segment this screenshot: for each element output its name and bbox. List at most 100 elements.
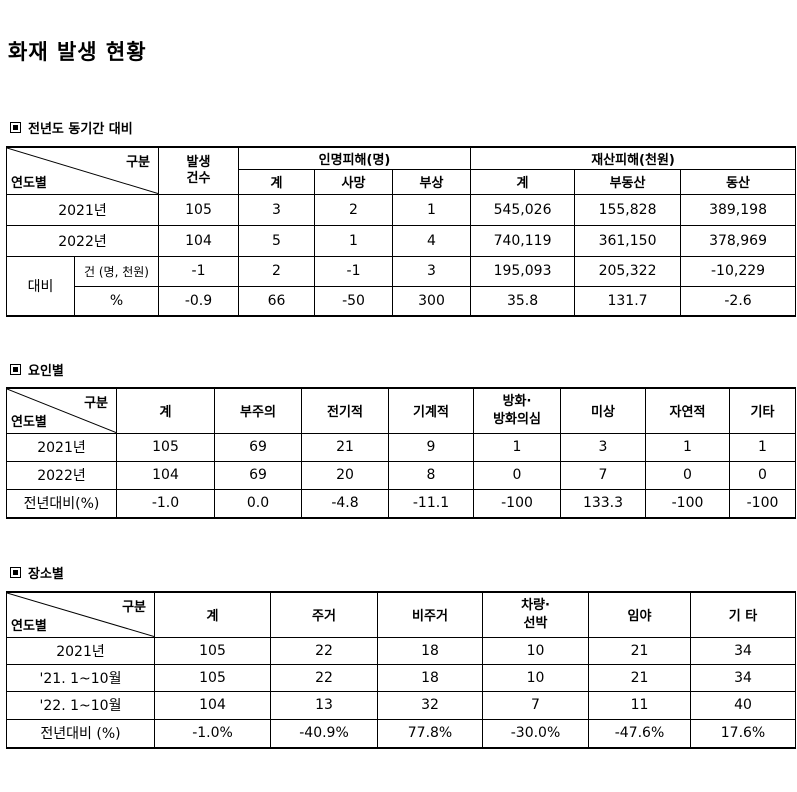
cell: 11 — [588, 690, 691, 720]
cell: 105 — [154, 636, 271, 665]
table-corner: 구분 연도별 — [6, 387, 117, 434]
cell: 389,198 — [680, 193, 797, 226]
cell: 131.7 — [574, 285, 682, 317]
cell: 34 — [690, 636, 796, 665]
col-header-count: 발생 건수 — [158, 146, 239, 195]
col-header-human: 인명피해(명) — [237, 146, 472, 170]
table-row: 전년대비(%) -1.0 0.0 -4.8 -11.1 -100 133.3 -… — [6, 488, 796, 519]
cell: 0 — [645, 460, 730, 490]
cell: 1 — [473, 432, 561, 462]
col-header: 기 타 — [690, 591, 796, 638]
sub-header: 부상 — [391, 168, 472, 195]
cell: -0.9 — [158, 285, 239, 317]
col-header: 방화· 방화의심 — [473, 387, 561, 434]
cell: 40 — [690, 690, 796, 720]
table-corner: 구분 연도별 — [6, 146, 159, 195]
row-label: '21. 1~10월 — [6, 663, 155, 692]
section-heading-cause: 요인별 — [10, 360, 64, 379]
cell: 0.0 — [214, 488, 302, 519]
diagonal-line — [7, 389, 116, 433]
page-title: 화재 발생 현황 — [8, 40, 147, 64]
cell: 133.3 — [560, 488, 646, 519]
cell: 0 — [473, 460, 561, 490]
cell: 9 — [388, 432, 474, 462]
square-bullet-icon — [10, 122, 21, 133]
cell: 18 — [377, 663, 483, 692]
cell: 8 — [388, 460, 474, 490]
cell: 5 — [238, 224, 315, 257]
table-row: '22. 1~10월 104 13 32 7 11 40 — [6, 690, 796, 720]
sub-header: 부동산 — [574, 168, 682, 195]
col-header-property: 재산피해(천원) — [470, 146, 797, 170]
cell: 77.8% — [377, 718, 483, 749]
place-table: 구분 연도별 계 주거 비주거 차량· 선박 임야 기 타 2021년 105 … — [6, 591, 796, 749]
cell: -100 — [729, 488, 796, 519]
col-header: 주거 — [270, 591, 378, 638]
col-header: 미상 — [560, 387, 646, 434]
square-bullet-icon — [10, 364, 21, 375]
cell: -50 — [314, 285, 393, 317]
cell: 66 — [238, 285, 315, 317]
table-row: '21. 1~10월 105 22 18 10 21 34 — [6, 663, 796, 692]
col-header: 자연적 — [645, 387, 730, 434]
col-header: 기타 — [729, 387, 796, 434]
cell: 545,026 — [470, 193, 576, 226]
cell: 10 — [482, 663, 589, 692]
yoy-table: 구분 연도별 발생 건수 인명피해(명) 재산피해(천원) 계 사망 부상 계 … — [6, 146, 797, 317]
cause-table: 구분 연도별 계 부주의 전기적 기계적 방화· 방화의심 미상 자연적 기타 … — [6, 387, 796, 519]
row-label: 전년대비(%) — [6, 488, 117, 519]
cell: 195,093 — [470, 255, 576, 287]
corner-bottom-label: 연도별 — [11, 414, 47, 430]
cell: -40.9% — [270, 718, 378, 749]
cell: -11.1 — [388, 488, 474, 519]
sub-header: 계 — [470, 168, 576, 195]
cell: 205,322 — [574, 255, 682, 287]
cell: 1 — [391, 193, 472, 226]
cell: 7 — [560, 460, 646, 490]
cell: 155,828 — [574, 193, 682, 226]
compare-label: 대비 — [6, 255, 75, 317]
cell: -100 — [473, 488, 561, 519]
diagonal-line — [7, 593, 154, 637]
cell: 378,969 — [680, 224, 797, 257]
cell: 3 — [560, 432, 646, 462]
cell: 361,150 — [574, 224, 682, 257]
table-row: 전년대비 (%) -1.0% -40.9% 77.8% -30.0% -47.6… — [6, 718, 796, 749]
cell: 1 — [314, 224, 393, 257]
cell: 4 — [391, 224, 472, 257]
cell: -100 — [645, 488, 730, 519]
row-label: 2021년 — [6, 432, 117, 462]
cell: 740,119 — [470, 224, 576, 257]
cell: 0 — [729, 460, 796, 490]
sub-header: 계 — [238, 168, 315, 195]
square-bullet-icon — [10, 567, 21, 578]
table-row: % -0.9 66 -50 300 35.8 131.7 -2.6 — [7, 285, 797, 317]
cell: -10,229 — [680, 255, 797, 287]
cell: -1 — [158, 255, 239, 287]
cell: -1.0% — [154, 718, 271, 749]
section-heading-yoy: 전년도 동기간 대비 — [10, 118, 133, 137]
section-heading-text: 장소별 — [28, 567, 64, 582]
cell: 21 — [301, 432, 389, 462]
diagonal-line — [7, 148, 158, 194]
cell: 22 — [270, 663, 378, 692]
cell: 21 — [588, 663, 691, 692]
row-label: '22. 1~10월 — [6, 690, 155, 720]
col-header: 기계적 — [388, 387, 474, 434]
cell: 69 — [214, 432, 302, 462]
cell: -2.6 — [680, 285, 797, 317]
row-label: 2021년 — [6, 636, 155, 665]
cell: 105 — [116, 432, 215, 462]
corner-top-label: 구분 — [122, 600, 146, 615]
cell: 3 — [238, 193, 315, 226]
row-label: 2022년 — [6, 460, 117, 490]
section-heading-place: 장소별 — [10, 563, 64, 582]
col-header: 부주의 — [214, 387, 302, 434]
section-heading-text: 요인별 — [28, 364, 64, 379]
table-row: 2021년 105 22 18 10 21 34 — [6, 636, 796, 665]
sub-header: 사망 — [314, 168, 393, 195]
cell: 104 — [154, 690, 271, 720]
cell: 10 — [482, 636, 589, 665]
cell: 2 — [238, 255, 315, 287]
row-label: 2022년 — [6, 224, 159, 257]
